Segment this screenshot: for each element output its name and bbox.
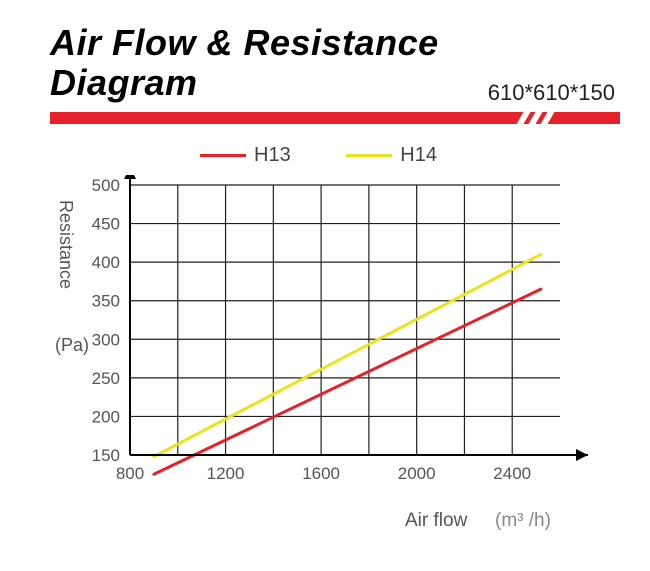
- svg-text:2400: 2400: [493, 464, 531, 483]
- subtitle-dimensions: 610*610*150: [488, 80, 615, 106]
- chart-legend: H13 H14: [200, 140, 487, 167]
- legend-item-h13: H13: [200, 144, 291, 167]
- legend-swatch-h13: [200, 154, 246, 157]
- legend-label-h13: H13: [254, 144, 291, 167]
- svg-text:250: 250: [92, 369, 120, 388]
- svg-text:450: 450: [92, 215, 120, 234]
- x-axis-unit: (m³ /h): [495, 510, 551, 532]
- svg-text:500: 500: [92, 176, 120, 195]
- svg-text:800: 800: [116, 464, 144, 483]
- title-line1: Air Flow & Resistance: [50, 22, 439, 64]
- title-underline-bar: [50, 112, 620, 124]
- svg-text:200: 200: [92, 407, 120, 426]
- svg-text:1200: 1200: [207, 464, 245, 483]
- svg-text:400: 400: [92, 253, 120, 272]
- legend-label-h14: H14: [400, 144, 437, 167]
- legend-swatch-h14: [346, 154, 392, 157]
- svg-text:350: 350: [92, 292, 120, 311]
- legend-item-h14: H14: [346, 144, 437, 167]
- svg-text:1600: 1600: [302, 464, 340, 483]
- x-axis-label: Air flow: [405, 510, 467, 532]
- svg-text:300: 300: [92, 330, 120, 349]
- title-line2: Diagram: [50, 62, 198, 104]
- chart: 150 200 250 300 350 400 450 500 800 1200 1600 2000 2…: [50, 175, 610, 505]
- svg-text:150: 150: [92, 446, 120, 465]
- chart-svg: 150 200 250 300 350 400 450 500 800 1200 1600 2000 2…: [50, 175, 610, 505]
- svg-text:2000: 2000: [398, 464, 436, 483]
